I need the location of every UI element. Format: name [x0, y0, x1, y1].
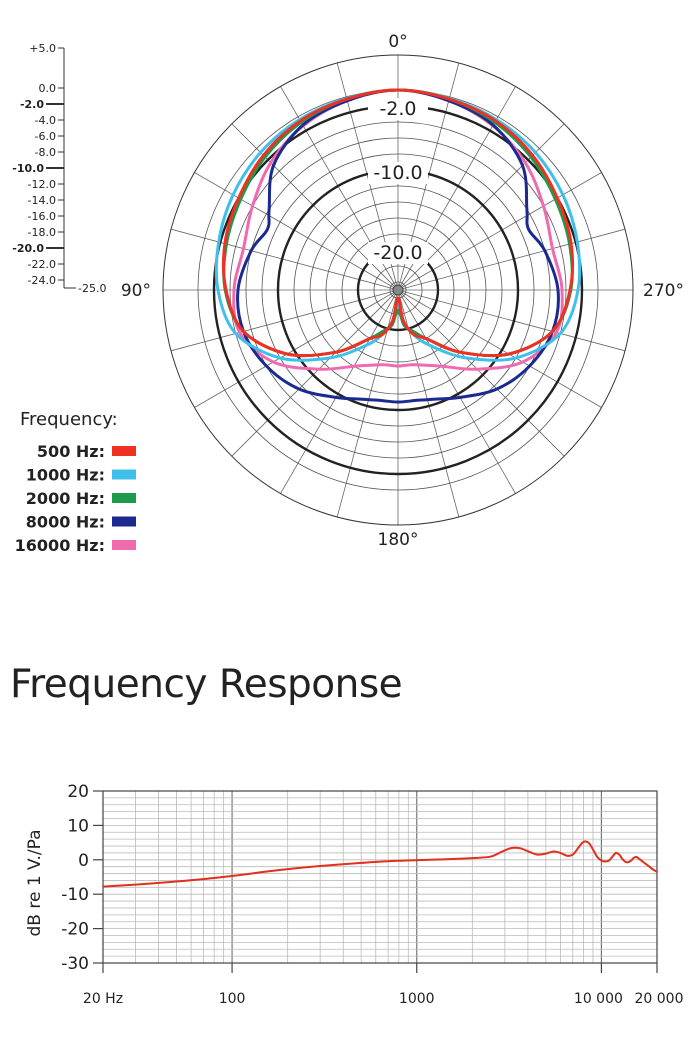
polar-legend-swatch-8000-hz	[112, 516, 136, 527]
fr-curve	[102, 840, 658, 888]
polar-legend-label-16000-hz: 16000 Hz:	[15, 536, 105, 555]
polar-outer-ring	[162, 54, 634, 526]
polar-db-scale: +5.0 0.0 -2.0 -4.0 -6.0 -8.0 -10.0 -12.0 -14.0 -1…	[12, 42, 106, 295]
polar-db-ring	[373, 265, 423, 315]
polar-db-ring	[325, 217, 471, 363]
polar-ring-label: -20.0	[373, 242, 422, 264]
polar-legend-label-500-hz: 500 Hz:	[37, 442, 105, 461]
polar-scale-label: -20.0	[12, 242, 44, 255]
fr-xtick-label: 10 000	[574, 991, 623, 1007]
fr-ytick-label: 20	[67, 782, 89, 802]
polar-angle-label-0: 0°	[388, 32, 407, 52]
polar-scale-label: -14.0	[28, 194, 56, 207]
section-title: Frequency Response	[10, 662, 403, 707]
polar-ring-label-bg	[368, 162, 428, 184]
polar-ring-label-bg	[368, 242, 428, 264]
fr-grid	[102, 790, 658, 964]
fr-xtick-label: 1000	[399, 991, 435, 1007]
polar-center-dot	[392, 284, 404, 296]
fr-xtick-label: 20 Hz	[83, 991, 123, 1007]
polar-legend-swatch-2000-hz	[112, 493, 136, 503]
polar-legend-label-2000-hz: 2000 Hz:	[26, 489, 105, 508]
polar-scale-label: -22.0	[28, 258, 56, 271]
polar-legend-swatch-1000-hz	[112, 469, 136, 480]
polar-series-2000-hz	[222, 88, 574, 358]
polar-scale-label: -25.0	[78, 282, 106, 295]
polar-ring-label: -2.0	[379, 98, 416, 120]
polar-db-ring	[293, 185, 503, 395]
polar-legend-label-1000-hz: 1000 Hz:	[26, 466, 105, 485]
polar-angle-label-180: 180°	[378, 530, 419, 550]
polar-series-group	[214, 88, 582, 404]
fr-ytick-label: -10	[61, 885, 89, 905]
polar-scale-label: -6.0	[35, 130, 56, 143]
fr-series-group	[102, 840, 658, 888]
fr-ytick-label: -30	[61, 954, 89, 974]
polar-scale-label: +5.0	[29, 42, 56, 55]
polar-series-16000-hz	[232, 88, 564, 371]
polar-series-500-hz	[222, 88, 574, 358]
polar-legend-label-8000-hz: 8000 Hz:	[26, 513, 105, 532]
polar-scale-label: -2.0	[20, 98, 44, 111]
polar-series-1000-hz	[214, 88, 582, 362]
fr-ytick-label: 0	[78, 851, 89, 871]
polar-legend: Frequency: 500 Hz: 1000 Hz: 2000 Hz: 8000 Hz…	[15, 409, 136, 555]
polar-ring-label-bg	[368, 98, 428, 120]
fr-frame	[102, 790, 658, 964]
polar-scale-label: -16.0	[28, 210, 56, 223]
polar-ring-label: -10.0	[373, 162, 422, 184]
fr-xtick-label: 100	[219, 991, 246, 1007]
polar-legend-swatch-16000-hz	[112, 540, 136, 550]
polar-angle-label-90: 90°	[121, 281, 151, 301]
polar-scale-label: -24.0	[28, 274, 56, 287]
fr-xtick-label: 20 000	[635, 991, 684, 1007]
fr-ytick-label: 10	[67, 816, 89, 836]
polar-scale-label: -12.0	[28, 178, 56, 191]
polar-series-8000-hz	[236, 88, 560, 404]
polar-db-ring	[341, 233, 455, 347]
fr-ylabel: dB re 1 V./Pa	[25, 829, 45, 936]
polar-scale-label: -10.0	[12, 162, 44, 175]
polar-angle-label-270: 270°	[643, 281, 684, 301]
polar-scale-label: -4.0	[35, 114, 56, 127]
polar-db-ring	[309, 201, 487, 379]
polar-db-ring	[245, 137, 551, 443]
polar-labels: 0° 90° 180° 270° -2.0 -10.0 -20.0	[121, 32, 684, 550]
fr-ytick-label: -20	[61, 920, 89, 940]
polar-legend-title: Frequency:	[20, 409, 118, 430]
polar-scale-label: -8.0	[35, 146, 56, 159]
polar-scale-label: -18.0	[28, 226, 56, 239]
polar-db-ring	[261, 153, 535, 427]
polar-pattern-chart: 0° 90° 180° 270° -2.0 -10.0 -20.0 +5.0 0.0 -2.0 -…	[12, 32, 684, 555]
polar-scale-label: 0.0	[39, 82, 57, 95]
polar-legend-swatch-500-hz	[112, 446, 136, 456]
polar-db-ring	[229, 121, 567, 459]
